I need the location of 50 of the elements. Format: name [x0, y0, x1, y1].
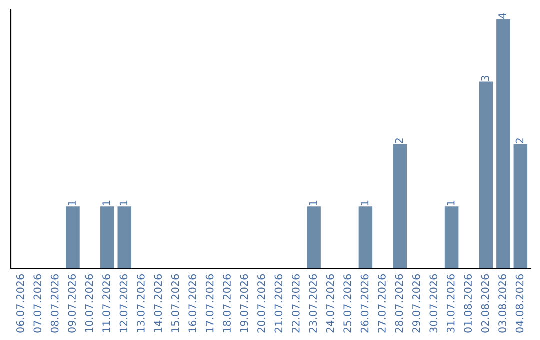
- x-tick-label: 12.07.2026: [120, 274, 128, 332]
- x-tick-label: 25.07.2026: [344, 274, 352, 333]
- x-tick-label: 24.07.2026: [326, 274, 334, 333]
- x-tick-label: 30.07.2026: [430, 274, 438, 333]
- bar: [479, 82, 494, 269]
- x-tick-label: 26.07.2026: [360, 274, 369, 333]
- data-label: 1: [447, 200, 455, 206]
- x-tick-label: 15.07.2026: [171, 274, 180, 332]
- data-label: 2: [516, 138, 524, 144]
- x-tick-label: 02.08.2026: [481, 274, 490, 333]
- x-tick-label: 31.07.2026: [446, 274, 455, 333]
- bar: [307, 206, 321, 269]
- x-tick-label: 11.07.2026: [102, 274, 110, 332]
- x-tick-label: 07.07.2026: [34, 274, 42, 333]
- data-label: 1: [309, 200, 317, 206]
- bar: [118, 206, 132, 269]
- bar: [358, 206, 373, 269]
- data-label: 1: [68, 200, 76, 206]
- x-tick-label: 28.07.2026: [395, 274, 404, 333]
- x-tick-label: 16.07.2026: [188, 274, 197, 332]
- bar: [496, 19, 510, 269]
- data-label: 1: [102, 200, 110, 206]
- data-label: 3: [481, 76, 490, 81]
- bar: [100, 206, 114, 269]
- x-tick-label: 27.07.2026: [378, 274, 386, 333]
- data-label: 2: [395, 138, 404, 144]
- x-tick-label: 21.07.2026: [274, 274, 283, 333]
- x-tick-label: 29.07.2026: [412, 274, 420, 333]
- x-tick-label: 14.07.2026: [154, 274, 162, 332]
- x-tick-label: 04.08.2026: [516, 274, 524, 333]
- bar: [393, 144, 408, 269]
- x-tick-label: 20.07.2026: [258, 274, 266, 333]
- x-tick-label: 06.07.2026: [16, 274, 24, 333]
- x-tick-label: 01.08.2026: [464, 274, 472, 333]
- x-tick-label: 17.07.2026: [206, 274, 214, 332]
- data-label: 1: [120, 200, 128, 206]
- x-tick-label: 22.07.2026: [292, 274, 300, 333]
- x-tick-label: 03.08.2026: [498, 274, 506, 333]
- x-tick-label: 09.07.2026: [68, 274, 76, 333]
- x-tick-label: 23.07.2026: [309, 274, 318, 333]
- x-tick-label: 10.07.2026: [85, 274, 94, 332]
- x-tick-label: 13.07.2026: [137, 274, 145, 332]
- x-tick-label: 19.07.2026: [240, 274, 248, 332]
- bar: [444, 206, 459, 269]
- data-label: 1: [360, 200, 369, 206]
- x-tick-label: 18.07.2026: [223, 274, 231, 332]
- x-tick-label: 08.07.2026: [50, 274, 59, 333]
- bar: [66, 206, 80, 269]
- bar: [514, 144, 528, 269]
- data-label: 4: [498, 13, 506, 19]
